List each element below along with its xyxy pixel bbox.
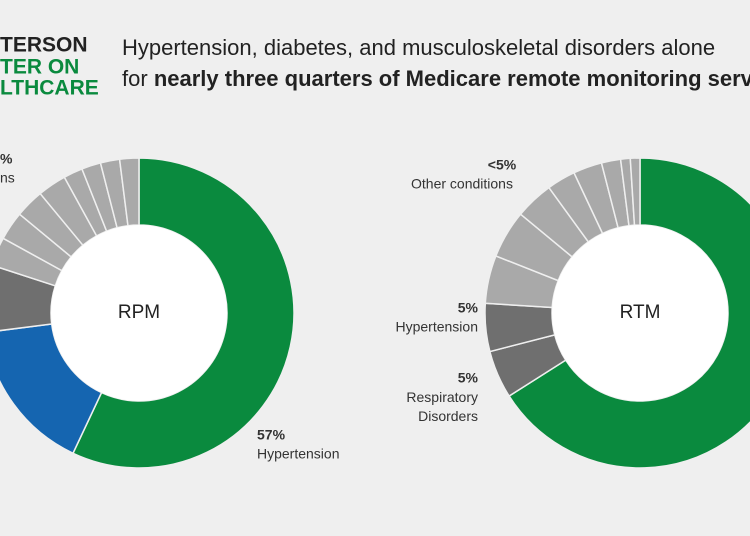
annotation-value: <5% <box>488 157 517 173</box>
donut-hole <box>51 225 227 401</box>
logo-line: TER ON <box>0 56 79 79</box>
annotation-label: Other conditions <box>411 176 513 192</box>
category-label: Hypertension <box>396 319 479 335</box>
logo-line: LTHCARE <box>0 77 99 100</box>
value-label: 57% <box>257 427 286 443</box>
center-label: RTM <box>620 302 661 323</box>
category-label: Respiratory Disorders <box>406 389 478 424</box>
logo-line: TERSON <box>0 34 88 57</box>
title: Hypertension, diabetes, and musculoskele… <box>122 35 715 60</box>
value-label: 5% <box>458 300 479 316</box>
category-label: Hypertension <box>257 446 340 462</box>
value-label: 5% <box>458 370 479 386</box>
title-part: nearly three quarters of Medicare remote… <box>154 66 750 91</box>
title: for nearly three quarters of Medicare re… <box>122 66 750 91</box>
annotation-label: ns <box>0 170 15 186</box>
center-label: RPM <box>118 302 160 323</box>
title-part: for <box>122 66 148 91</box>
annotation-value: % <box>0 151 13 167</box>
donut-hole <box>552 225 728 401</box>
